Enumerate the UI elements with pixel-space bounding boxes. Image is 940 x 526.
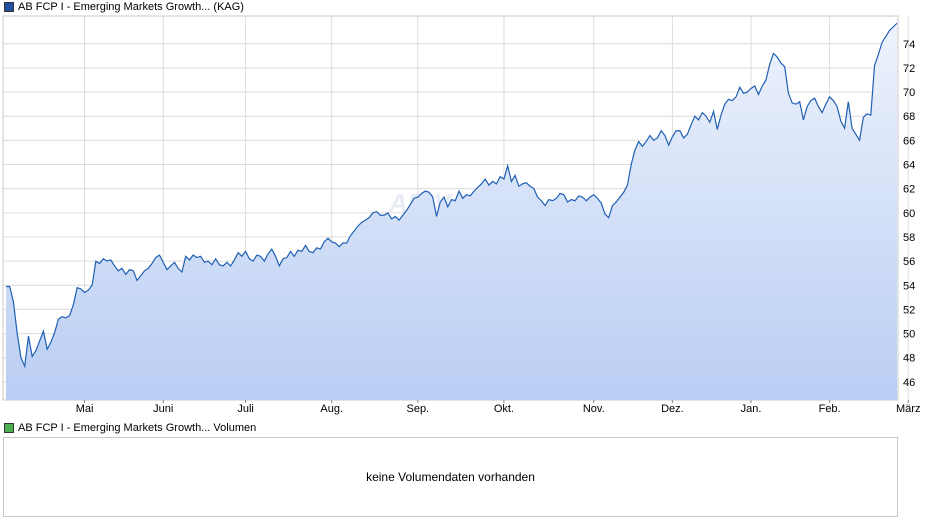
x-tick-label: März (896, 403, 920, 415)
x-tick-label: Okt. (494, 403, 514, 415)
price-line (6, 22, 898, 369)
price-chart[interactable]: ARIVA.DE 464850525456586062646668707274 … (0, 0, 940, 418)
x-tick-label: Jan. (741, 403, 762, 415)
volume-legend-label: AB FCP I - Emerging Markets Growth... Vo… (18, 422, 257, 434)
price-legend: AB FCP I - Emerging Markets Growth... (K… (4, 0, 244, 14)
y-tick-label: 48 (903, 353, 915, 365)
x-tick-label: Mai (76, 403, 94, 415)
y-tick-label: 56 (903, 256, 915, 268)
x-tick-label: Nov. (583, 403, 605, 415)
y-tick-label: 54 (903, 280, 915, 292)
volume-panel: keine Volumendaten vorhanden (3, 437, 898, 517)
price-legend-label: AB FCP I - Emerging Markets Growth... (K… (18, 1, 244, 13)
x-tick-label: Juni (153, 403, 173, 415)
y-tick-label: 58 (903, 232, 915, 244)
volume-legend-swatch (4, 423, 14, 433)
x-axis: Mai Juni Juli Aug. Sep. Okt. Nov. Dez. Jan. Feb. M… (76, 400, 920, 415)
x-tick-label: Feb. (819, 403, 841, 415)
x-tick-label: Aug. (320, 403, 343, 415)
y-tick-label: 74 (903, 39, 915, 51)
y-tick-label: 50 (903, 329, 915, 341)
y-tick-label: 52 (903, 304, 915, 316)
x-tick-label: Sep. (406, 403, 429, 415)
y-tick-label: 66 (903, 135, 915, 147)
price-legend-swatch (4, 2, 14, 12)
y-tick-label: 62 (903, 184, 915, 196)
y-tick-label: 46 (903, 377, 915, 389)
y-tick-label: 70 (903, 87, 915, 99)
y-tick-label: 60 (903, 208, 915, 220)
volume-legend: AB FCP I - Emerging Markets Growth... Vo… (4, 421, 256, 435)
y-tick-label: 68 (903, 111, 915, 123)
x-tick-label: Dez. (661, 403, 684, 415)
x-tick-label: Juli (237, 403, 254, 415)
y-tick-label: 72 (903, 63, 915, 75)
y-axis: 46 48 50 52 54 56 58 60 62 64 66 68 70 72 74 (903, 39, 915, 389)
y-tick-label: 64 (903, 160, 915, 172)
no-volume-message: keine Volumendaten vorhanden (366, 470, 535, 484)
price-area (6, 23, 897, 400)
